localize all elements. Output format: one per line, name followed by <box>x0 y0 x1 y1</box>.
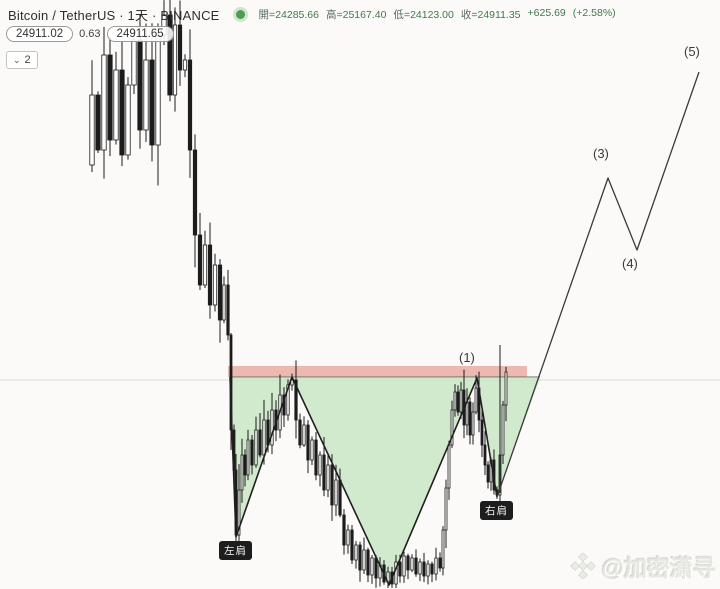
ohlc-change-pct: (+2.58%) <box>572 7 616 19</box>
chevron-down-icon: ⌄ <box>13 54 21 65</box>
wave-label-1: (1) <box>459 350 475 365</box>
left-shoulder-badge: 左肩 <box>219 541 252 560</box>
wave-label-3: (3) <box>593 146 609 161</box>
spread-value: 0.63 <box>79 28 101 40</box>
ohlc-readout: 開=24285.66 高=25167.40 低=24123.00 收=24911… <box>259 7 616 22</box>
wave-label-4: (4) <box>622 256 638 271</box>
binance-logo-icon <box>569 553 596 579</box>
ohlc-low: 低=24123.00 <box>393 9 454 21</box>
watermark-handle: @加密潇寻 <box>601 555 716 581</box>
chart-header: Bitcoin / TetherUS · 1天 · BINANCE 開=2428… <box>8 5 616 24</box>
ohlc-high: 高=25167.40 <box>325 9 387 21</box>
market-status-dot <box>235 10 245 19</box>
indicator-count: 2 <box>24 54 31 66</box>
ohlc-close: 收=24911.35 <box>460 9 521 21</box>
watermark: @加密潇寻 <box>569 549 716 583</box>
buy-price-button[interactable]: 24911.65 <box>106 26 174 42</box>
wave-label-5: (5) <box>684 44 700 59</box>
ohlc-change: +625.69 <box>527 7 566 19</box>
sell-price-button[interactable]: 24911.02 <box>6 26 74 42</box>
ohlc-open: 開=24285.66 <box>258 9 319 21</box>
right-shoulder-badge: 右肩 <box>480 501 513 520</box>
symbol-title[interactable]: Bitcoin / TetherUS · 1天 · BINANCE <box>8 8 220 23</box>
bid-ask-row: 24911.02 0.63 24911.65 <box>6 26 174 42</box>
indicator-collapse-control[interactable]: ⌄ 2 <box>6 51 38 69</box>
